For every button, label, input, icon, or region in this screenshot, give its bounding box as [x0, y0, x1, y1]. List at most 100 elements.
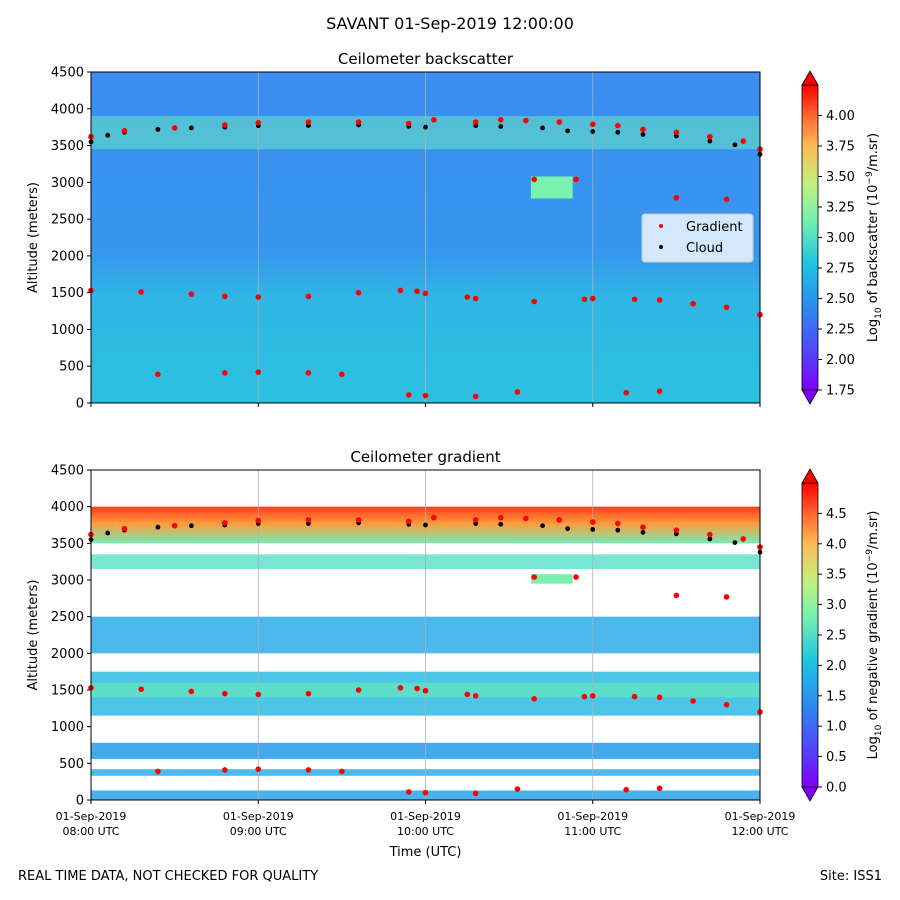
gradient-point — [707, 133, 713, 140]
x-axis-label: Time (UTC) — [389, 845, 462, 860]
gradient-point — [155, 768, 161, 775]
gradient-point — [405, 392, 412, 398]
y-tick-label: 500 — [59, 757, 84, 772]
colorbar-label: Log10 of negative gradient (10−9/m.sr) — [865, 511, 884, 760]
colorbar-tick-label: 2.25 — [826, 323, 855, 338]
gradient-point — [589, 519, 596, 525]
gradient-point — [497, 514, 504, 521]
colorbar-label-part: −9 — [865, 549, 875, 563]
gradient-point — [464, 691, 471, 698]
y-tick-label: 2500 — [51, 213, 84, 228]
gradient-point — [472, 693, 479, 699]
colorbar-tick-label: 4.5 — [826, 507, 847, 522]
backscatter-panel: Ceilometer backscatter 0 500 1000 1500 2000 25… — [26, 50, 884, 412]
gradient-point — [397, 287, 404, 294]
gradient-point — [690, 300, 696, 307]
cloud-point — [155, 524, 161, 530]
colorbar-tick-label: 3.75 — [826, 140, 855, 155]
gradient-point — [188, 688, 195, 695]
colorbar-tick-label: 1.75 — [826, 384, 855, 399]
x-tick-date: 01-Sep-2019 — [390, 810, 461, 823]
gradient-point — [673, 194, 680, 201]
colorbar-label-part: Log — [866, 319, 881, 342]
gradient-point — [723, 304, 730, 311]
gradient-point — [690, 698, 696, 704]
y-tick-label: 1000 — [51, 323, 84, 338]
gradient-point — [305, 690, 312, 697]
gradient-point — [255, 119, 262, 126]
gradient-point — [514, 786, 521, 792]
gradient-point — [222, 370, 228, 376]
legend-label: Cloud — [686, 241, 723, 256]
colorbar-tick-label: 3.50 — [826, 170, 855, 185]
gradient-point — [121, 128, 128, 134]
colorbar-gradient — [801, 482, 819, 788]
legend-marker — [659, 224, 663, 228]
colorbar-tick-label: 2.00 — [826, 353, 855, 368]
colorbar-min-extend — [801, 786, 819, 802]
cloud-point — [540, 125, 545, 131]
cloud-point — [188, 523, 194, 529]
gradient-point — [255, 294, 262, 300]
y-tick-label: 1500 — [51, 286, 84, 301]
y-tick-label: 0 — [76, 397, 84, 412]
gradient-point — [740, 138, 747, 144]
legend-box — [641, 213, 754, 263]
colorbar-tick-label: 2.0 — [826, 659, 847, 674]
gradient-point — [673, 527, 680, 533]
gradient-point — [422, 687, 429, 694]
gradient-point — [656, 388, 663, 395]
colorbar-label-part: /m.sr) — [866, 511, 881, 549]
gradient-point — [431, 514, 437, 521]
y-tick-label: 2500 — [51, 610, 84, 625]
gradient-point — [355, 517, 362, 523]
cloud-point — [565, 128, 571, 134]
cloud-point — [105, 530, 111, 536]
gradient-point — [472, 790, 479, 797]
gradient-point — [222, 122, 228, 128]
gradient-point — [556, 119, 563, 125]
y-axis-label: Altitude (meters) — [26, 182, 41, 293]
x-tick-date: 01-Sep-2019 — [56, 810, 127, 823]
colorbar-label-part: Log — [866, 736, 881, 759]
gradient-point — [405, 518, 412, 525]
x-tick-time: 08:00 UTC — [62, 825, 119, 838]
colorbar-label-part: of negative gradient (10 — [866, 562, 881, 724]
y-tick-label: 3000 — [51, 176, 84, 191]
gradient-point — [355, 687, 362, 693]
y-tick-label: 2000 — [51, 647, 84, 662]
gradient-point — [707, 531, 713, 538]
colorbar-label-part: 10 — [874, 724, 884, 736]
gradient-point — [305, 370, 312, 376]
colorbar-tick-label: 1.0 — [826, 720, 847, 735]
gradient-point — [414, 288, 420, 294]
gradient-point — [472, 295, 479, 302]
gradient-point — [472, 119, 479, 125]
y-tick-label: 1000 — [51, 720, 84, 735]
colorbar-tick-label: 0.0 — [826, 781, 847, 796]
legend-label: Gradient — [686, 220, 743, 235]
cloud-point — [640, 529, 646, 535]
gradient-point — [673, 592, 680, 599]
gradient-point — [581, 693, 588, 700]
gradient-point — [623, 389, 629, 396]
y-tick-label: 4000 — [51, 500, 84, 515]
y-tick-label: 4000 — [51, 102, 84, 117]
y-tick-label: 3000 — [51, 574, 84, 589]
gradient-point — [305, 293, 312, 300]
gradient-point — [615, 122, 621, 129]
gradient-point — [573, 176, 579, 183]
colorbar-tick-label: 2.75 — [826, 262, 855, 277]
gradient-point — [531, 696, 538, 702]
footer-disclaimer: REAL TIME DATA, NOT CHECKED FOR QUALITY — [18, 869, 319, 884]
cloud-point — [565, 526, 571, 532]
gradient-point — [531, 298, 538, 305]
gradient-point — [631, 296, 638, 303]
cloud-point — [498, 521, 504, 527]
cloud-point — [732, 142, 738, 148]
gradient-point — [581, 296, 588, 303]
cloud-point — [423, 124, 428, 130]
colorbar-gradient — [801, 84, 819, 391]
gradient-point — [623, 786, 629, 793]
gradient-point — [640, 524, 646, 530]
